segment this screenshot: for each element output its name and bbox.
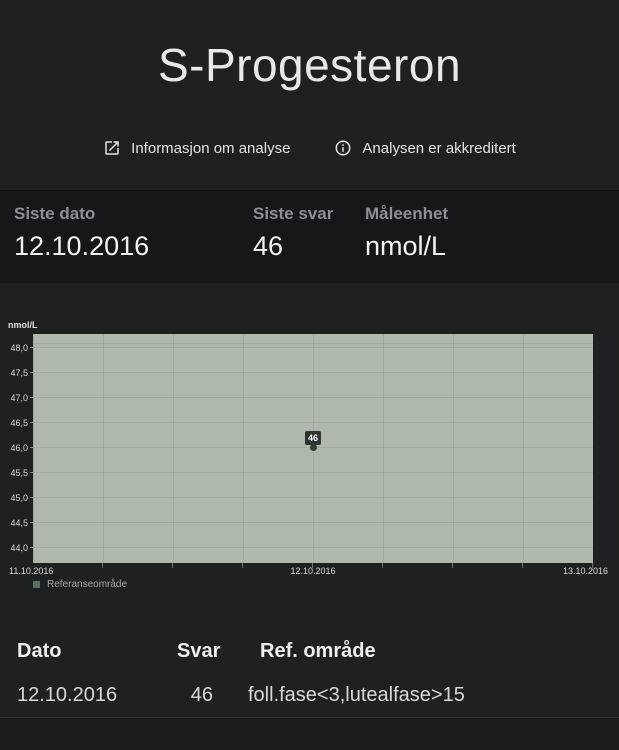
x-tick: 13.10.2016 — [562, 566, 608, 576]
y-tick: 46,5 — [0, 410, 33, 435]
y-tick: 47,0 — [0, 385, 33, 410]
summary-panel: Siste dato 12.10.2016 Siste svar 46 Måle… — [0, 190, 619, 283]
info-icon — [334, 139, 352, 157]
y-tick: 46,0 — [0, 435, 33, 460]
last-date-label: Siste dato — [14, 204, 96, 223]
page-title: S-Progesteron — [157, 39, 462, 91]
y-tick: 45,0 — [0, 485, 33, 510]
y-tick: 44,5 — [0, 510, 33, 535]
y-tick: 47,5 — [0, 360, 33, 385]
footer-space — [0, 718, 619, 750]
summary-unit: Måleenhet nmol/L — [365, 204, 619, 283]
col-header-dato: Dato — [17, 640, 62, 662]
header-links: Informasjon om analyse Analysen er akkre… — [0, 139, 619, 157]
table-divider — [0, 717, 619, 718]
accredited-info[interactable]: Analysen er akkreditert — [334, 139, 516, 157]
row-date: 12.10.2016 — [17, 684, 118, 706]
data-point-marker[interactable] — [310, 444, 317, 451]
accredited-label: Analysen er akkreditert — [362, 139, 516, 157]
chart-y-axis-unit: nmol/L — [8, 320, 38, 330]
last-result-label: Siste svar — [253, 204, 334, 223]
unit-value: nmol/L — [365, 231, 447, 261]
col-header-ref-omrade: Ref. område — [260, 640, 376, 662]
results-table-header: Dato Svar Ref. område — [0, 640, 619, 663]
analysis-info-label: Informasjon om analyse — [131, 139, 291, 157]
row-result: 46 — [190, 684, 213, 706]
last-date-value: 12.10.2016 — [14, 231, 150, 261]
x-tick: 11.10.2016 — [9, 566, 54, 576]
summary-last-result: Siste svar 46 — [253, 204, 365, 283]
chart-y-axis-ticks: 48,0 47,5 47,0 46,5 46,0 45,5 45,0 44,5 … — [0, 335, 33, 560]
unit-label: Måleenhet — [365, 204, 449, 223]
chart-x-axis-tickmarks — [33, 563, 593, 568]
reference-area-swatch — [33, 581, 40, 588]
chart-legend: Referanseområde — [33, 579, 127, 590]
y-tick: 45,5 — [0, 460, 33, 485]
y-tick: 48,0 — [0, 335, 33, 360]
data-point-value-flag[interactable]: 46 — [305, 431, 321, 445]
y-tick: 44,0 — [0, 535, 33, 560]
x-tick: 12.10.2016 — [290, 566, 336, 576]
reference-area-legend-label: Referanseområde — [47, 579, 128, 590]
external-link-icon — [103, 139, 121, 157]
table-row[interactable]: 12.10.2016 46 foll.fase<3,lutealfase>15 — [0, 684, 619, 707]
analysis-info-link[interactable]: Informasjon om analyse — [103, 139, 290, 157]
last-result-value: 46 — [253, 231, 284, 261]
col-header-svar: Svar — [177, 640, 221, 662]
row-reference-range: foll.fase<3,lutealfase>15 — [248, 684, 465, 706]
summary-last-date: Siste dato 12.10.2016 — [14, 204, 253, 283]
